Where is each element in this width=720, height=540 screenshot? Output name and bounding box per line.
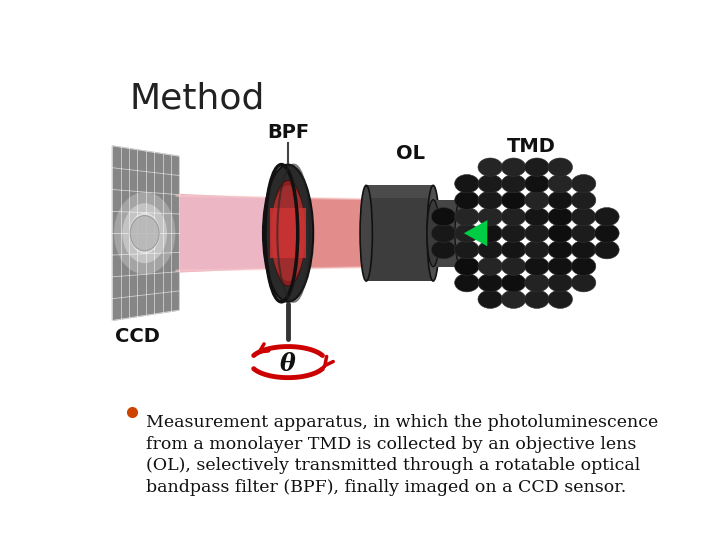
Circle shape [525, 240, 549, 259]
Circle shape [548, 207, 572, 226]
Circle shape [478, 191, 503, 210]
Circle shape [478, 224, 503, 242]
Ellipse shape [271, 185, 306, 281]
Circle shape [548, 240, 572, 259]
Circle shape [525, 224, 549, 242]
Circle shape [478, 207, 503, 226]
Polygon shape [366, 185, 433, 281]
Circle shape [501, 274, 526, 292]
Circle shape [548, 274, 572, 292]
Circle shape [595, 224, 619, 242]
Circle shape [501, 290, 526, 308]
Circle shape [525, 257, 549, 275]
Ellipse shape [122, 203, 167, 263]
Circle shape [501, 240, 526, 259]
Circle shape [525, 290, 549, 308]
Circle shape [478, 174, 503, 193]
Circle shape [548, 224, 572, 242]
Polygon shape [112, 146, 179, 321]
Text: Measurement apparatus, in which the photoluminescence
from a monolayer TMD is co: Measurement apparatus, in which the phot… [145, 414, 658, 496]
Circle shape [501, 174, 526, 193]
Polygon shape [176, 194, 271, 273]
Circle shape [548, 158, 572, 176]
Text: BPF: BPF [267, 123, 309, 141]
Ellipse shape [263, 165, 313, 302]
Circle shape [478, 290, 503, 308]
FancyBboxPatch shape [84, 60, 654, 485]
Circle shape [454, 257, 480, 275]
Circle shape [431, 224, 456, 242]
Circle shape [525, 274, 549, 292]
Polygon shape [270, 208, 306, 258]
Circle shape [571, 257, 596, 275]
Ellipse shape [130, 213, 160, 254]
Ellipse shape [360, 185, 372, 281]
Circle shape [431, 240, 456, 259]
Circle shape [478, 274, 503, 292]
Ellipse shape [271, 180, 305, 286]
Circle shape [454, 191, 480, 210]
Circle shape [501, 191, 526, 210]
Polygon shape [464, 220, 487, 246]
Circle shape [501, 207, 526, 226]
Circle shape [548, 257, 572, 275]
Circle shape [478, 240, 503, 259]
Text: θ: θ [280, 352, 296, 376]
Circle shape [571, 191, 596, 210]
Polygon shape [433, 200, 461, 267]
Circle shape [571, 207, 596, 226]
Circle shape [595, 207, 619, 226]
Circle shape [454, 174, 480, 193]
Polygon shape [305, 198, 364, 268]
Circle shape [571, 174, 596, 193]
Circle shape [454, 240, 480, 259]
Circle shape [454, 207, 480, 226]
Text: Method: Method [129, 82, 264, 116]
Circle shape [501, 158, 526, 176]
Circle shape [501, 257, 526, 275]
Circle shape [525, 158, 549, 176]
Circle shape [431, 207, 456, 226]
Ellipse shape [114, 192, 176, 274]
Circle shape [454, 274, 480, 292]
Ellipse shape [130, 215, 159, 251]
Circle shape [478, 158, 503, 176]
Circle shape [548, 174, 572, 193]
Circle shape [501, 224, 526, 242]
Circle shape [525, 174, 549, 193]
Circle shape [548, 290, 572, 308]
Ellipse shape [455, 200, 467, 267]
Circle shape [571, 240, 596, 259]
Ellipse shape [427, 185, 439, 281]
Circle shape [571, 224, 596, 242]
Circle shape [454, 224, 480, 242]
Text: OL: OL [396, 144, 426, 163]
Circle shape [571, 274, 596, 292]
Text: TMD: TMD [506, 137, 555, 156]
Circle shape [548, 191, 572, 210]
Polygon shape [366, 185, 433, 198]
Text: CCD: CCD [115, 327, 160, 346]
Circle shape [525, 191, 549, 210]
Circle shape [595, 240, 619, 259]
Ellipse shape [427, 200, 439, 267]
Circle shape [478, 257, 503, 275]
Circle shape [525, 207, 549, 226]
